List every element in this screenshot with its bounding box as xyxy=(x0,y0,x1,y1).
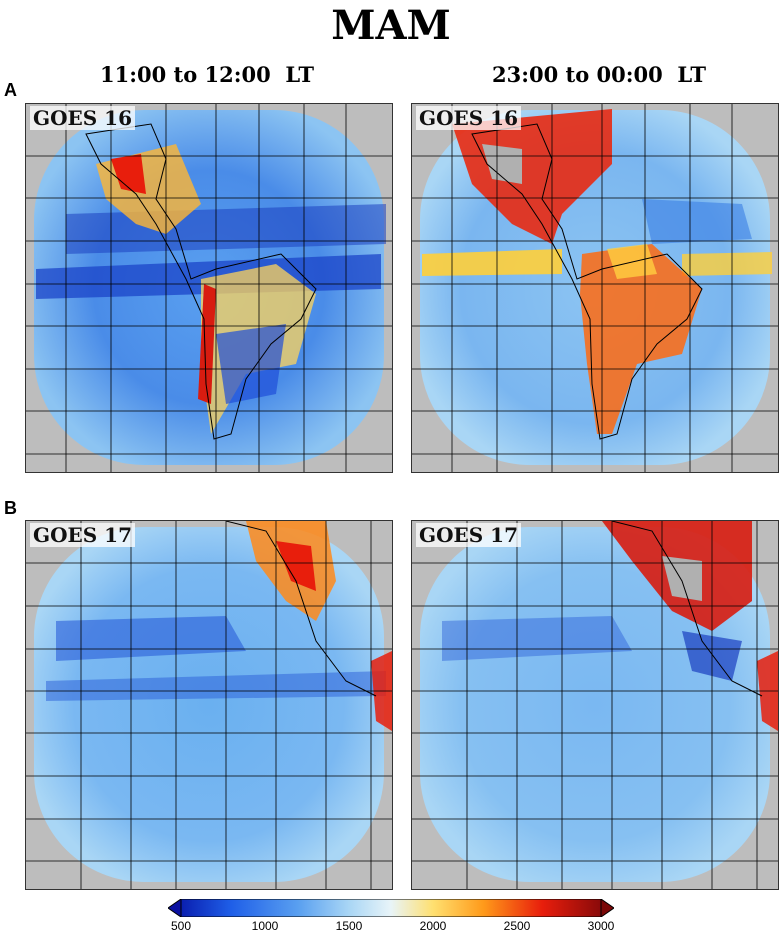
rockies-hot xyxy=(276,541,316,591)
amazon-warm xyxy=(607,244,657,279)
south-america-cool xyxy=(216,324,286,404)
map-panel-goes17-day: GOES 17 xyxy=(25,520,393,890)
mexico-hot xyxy=(111,154,146,194)
missing-data xyxy=(662,556,702,601)
north-america-hot xyxy=(452,109,612,244)
missing-data xyxy=(482,144,522,184)
colorbar-tick-3000: 3000 xyxy=(587,919,615,933)
south-america-hot xyxy=(580,244,702,434)
row-label-b: B xyxy=(4,498,17,518)
satellite-label: GOES 17 xyxy=(416,523,521,547)
satellite-label: GOES 16 xyxy=(30,106,135,130)
row-label-a: A xyxy=(4,80,17,100)
map-goes16-day xyxy=(26,104,392,472)
caribbean-cool xyxy=(642,199,752,244)
map-panel-goes16-night: GOES 16 xyxy=(411,103,779,473)
itcz-band-west xyxy=(422,249,562,276)
graticule xyxy=(412,104,778,472)
graticule xyxy=(26,521,392,889)
colorbar-min-extend xyxy=(168,899,182,917)
coastline xyxy=(611,521,763,697)
colorbar-tick-1000: 1000 xyxy=(251,919,279,933)
colorbar-tick-500: 500 xyxy=(170,919,192,933)
itcz-band-east xyxy=(682,252,772,276)
subtropical-band xyxy=(442,616,632,661)
colorbar xyxy=(168,899,614,917)
coastline xyxy=(225,521,377,697)
column-title-right: 23:00 to 00:00 LT xyxy=(492,62,707,87)
disk-coverage xyxy=(34,527,384,882)
colorbar-tick-2000: 2000 xyxy=(419,919,447,933)
graticule xyxy=(26,104,392,472)
andes-hot xyxy=(198,284,216,404)
colorbar-tick-1500: 1500 xyxy=(335,919,363,933)
map-panel-goes17-night: GOES 17 xyxy=(411,520,779,890)
satellite-label: GOES 17 xyxy=(30,523,135,547)
colorbar-gradient xyxy=(180,899,602,917)
map-goes17-day xyxy=(26,521,392,889)
subtropical-band xyxy=(56,616,246,661)
figure-title: MAM xyxy=(331,2,451,49)
colorbar-tick-2500: 2500 xyxy=(503,919,531,933)
satellite-label: GOES 16 xyxy=(416,106,521,130)
colorbar-max-extend xyxy=(600,899,614,917)
column-title-left: 11:00 to 12:00 LT xyxy=(100,62,315,87)
graticule xyxy=(412,521,778,889)
map-goes16-night xyxy=(412,104,778,472)
map-panel-goes16-day: GOES 16 xyxy=(25,103,393,473)
map-goes17-night xyxy=(412,521,778,889)
